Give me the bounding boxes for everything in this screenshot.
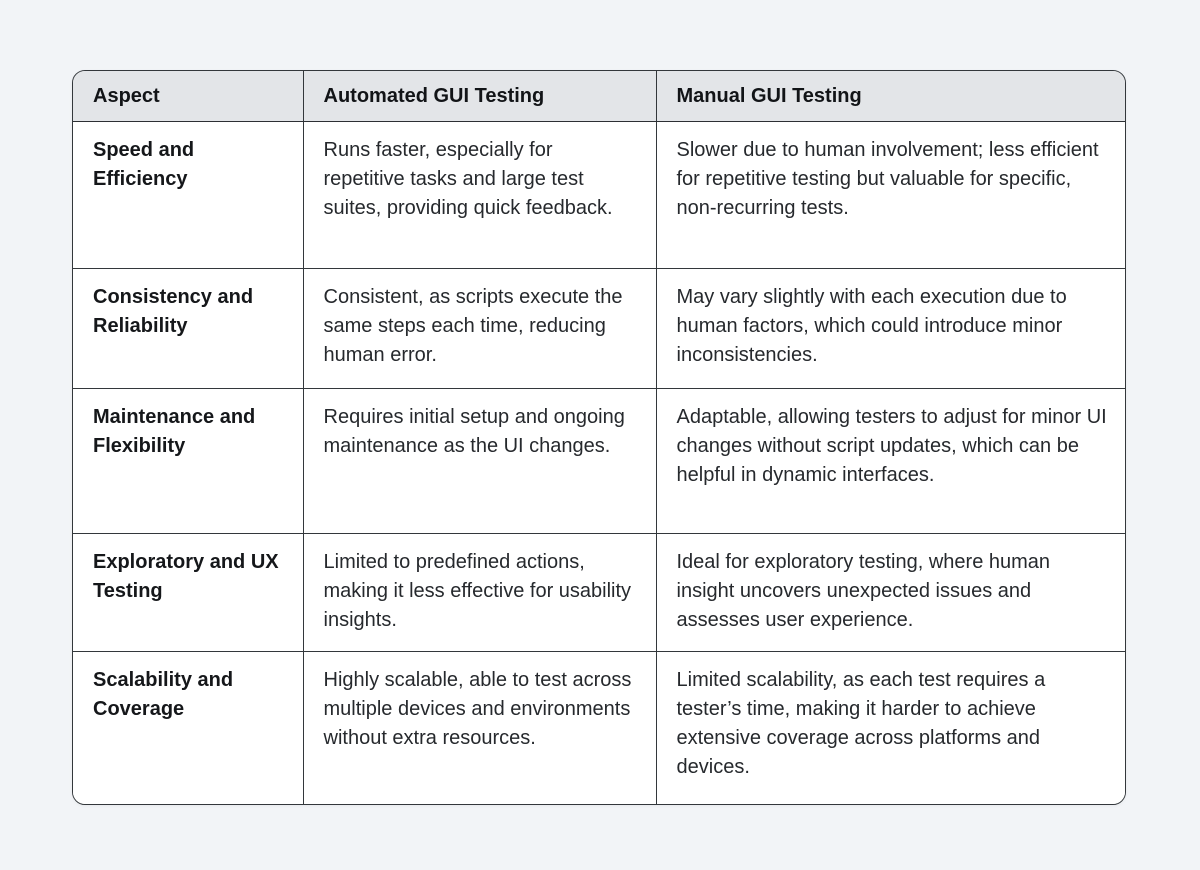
gui-testing-comparison-table: Aspect Automated GUI Testing Manual GUI … [73,71,1125,804]
automated-cell-consistency-reliability: Consistent, as scripts execute the same … [302,268,656,389]
manual-cell-exploratory-ux-testing: Ideal for exploratory testing, where hum… [655,533,1125,652]
table-row: Speed and Efficiency Runs faster, especi… [73,121,1125,269]
table-header-row: Aspect Automated GUI Testing Manual GUI … [73,71,1125,122]
manual-cell-scalability-coverage: Limited scalability, as each test requir… [655,651,1125,804]
aspect-cell-exploratory-ux-testing: Exploratory and UX Testing [73,533,303,652]
table-row: Exploratory and UX Testing Limited to pr… [73,533,1125,652]
manual-cell-speed-efficiency: Slower due to human involvement; less ef… [655,121,1125,269]
automated-cell-speed-efficiency: Runs faster, especially for repetitive t… [302,121,656,269]
aspect-cell-maintenance-flexibility: Maintenance and Flexibility [73,388,303,534]
manual-cell-consistency-reliability: May vary slightly with each execution du… [655,268,1125,389]
column-header-manual-gui-testing: Manual GUI Testing [655,71,1125,122]
aspect-cell-consistency-reliability: Consistency and Reliability [73,268,303,389]
comparison-table-card: Aspect Automated GUI Testing Manual GUI … [72,70,1126,805]
automated-cell-exploratory-ux-testing: Limited to predefined actions, making it… [302,533,656,652]
automated-cell-maintenance-flexibility: Requires initial setup and ongoing maint… [302,388,656,534]
column-header-aspect: Aspect [73,71,303,122]
manual-cell-maintenance-flexibility: Adaptable, allowing testers to adjust fo… [655,388,1125,534]
column-header-automated-gui-testing: Automated GUI Testing [302,71,656,122]
aspect-cell-scalability-coverage: Scalability and Coverage [73,651,303,804]
table-row: Maintenance and Flexibility Requires ini… [73,388,1125,534]
table-row: Consistency and Reliability Consistent, … [73,268,1125,389]
table-row: Scalability and Coverage Highly scalable… [73,651,1125,804]
automated-cell-scalability-coverage: Highly scalable, able to test across mul… [302,651,656,804]
aspect-cell-speed-efficiency: Speed and Efficiency [73,121,303,269]
